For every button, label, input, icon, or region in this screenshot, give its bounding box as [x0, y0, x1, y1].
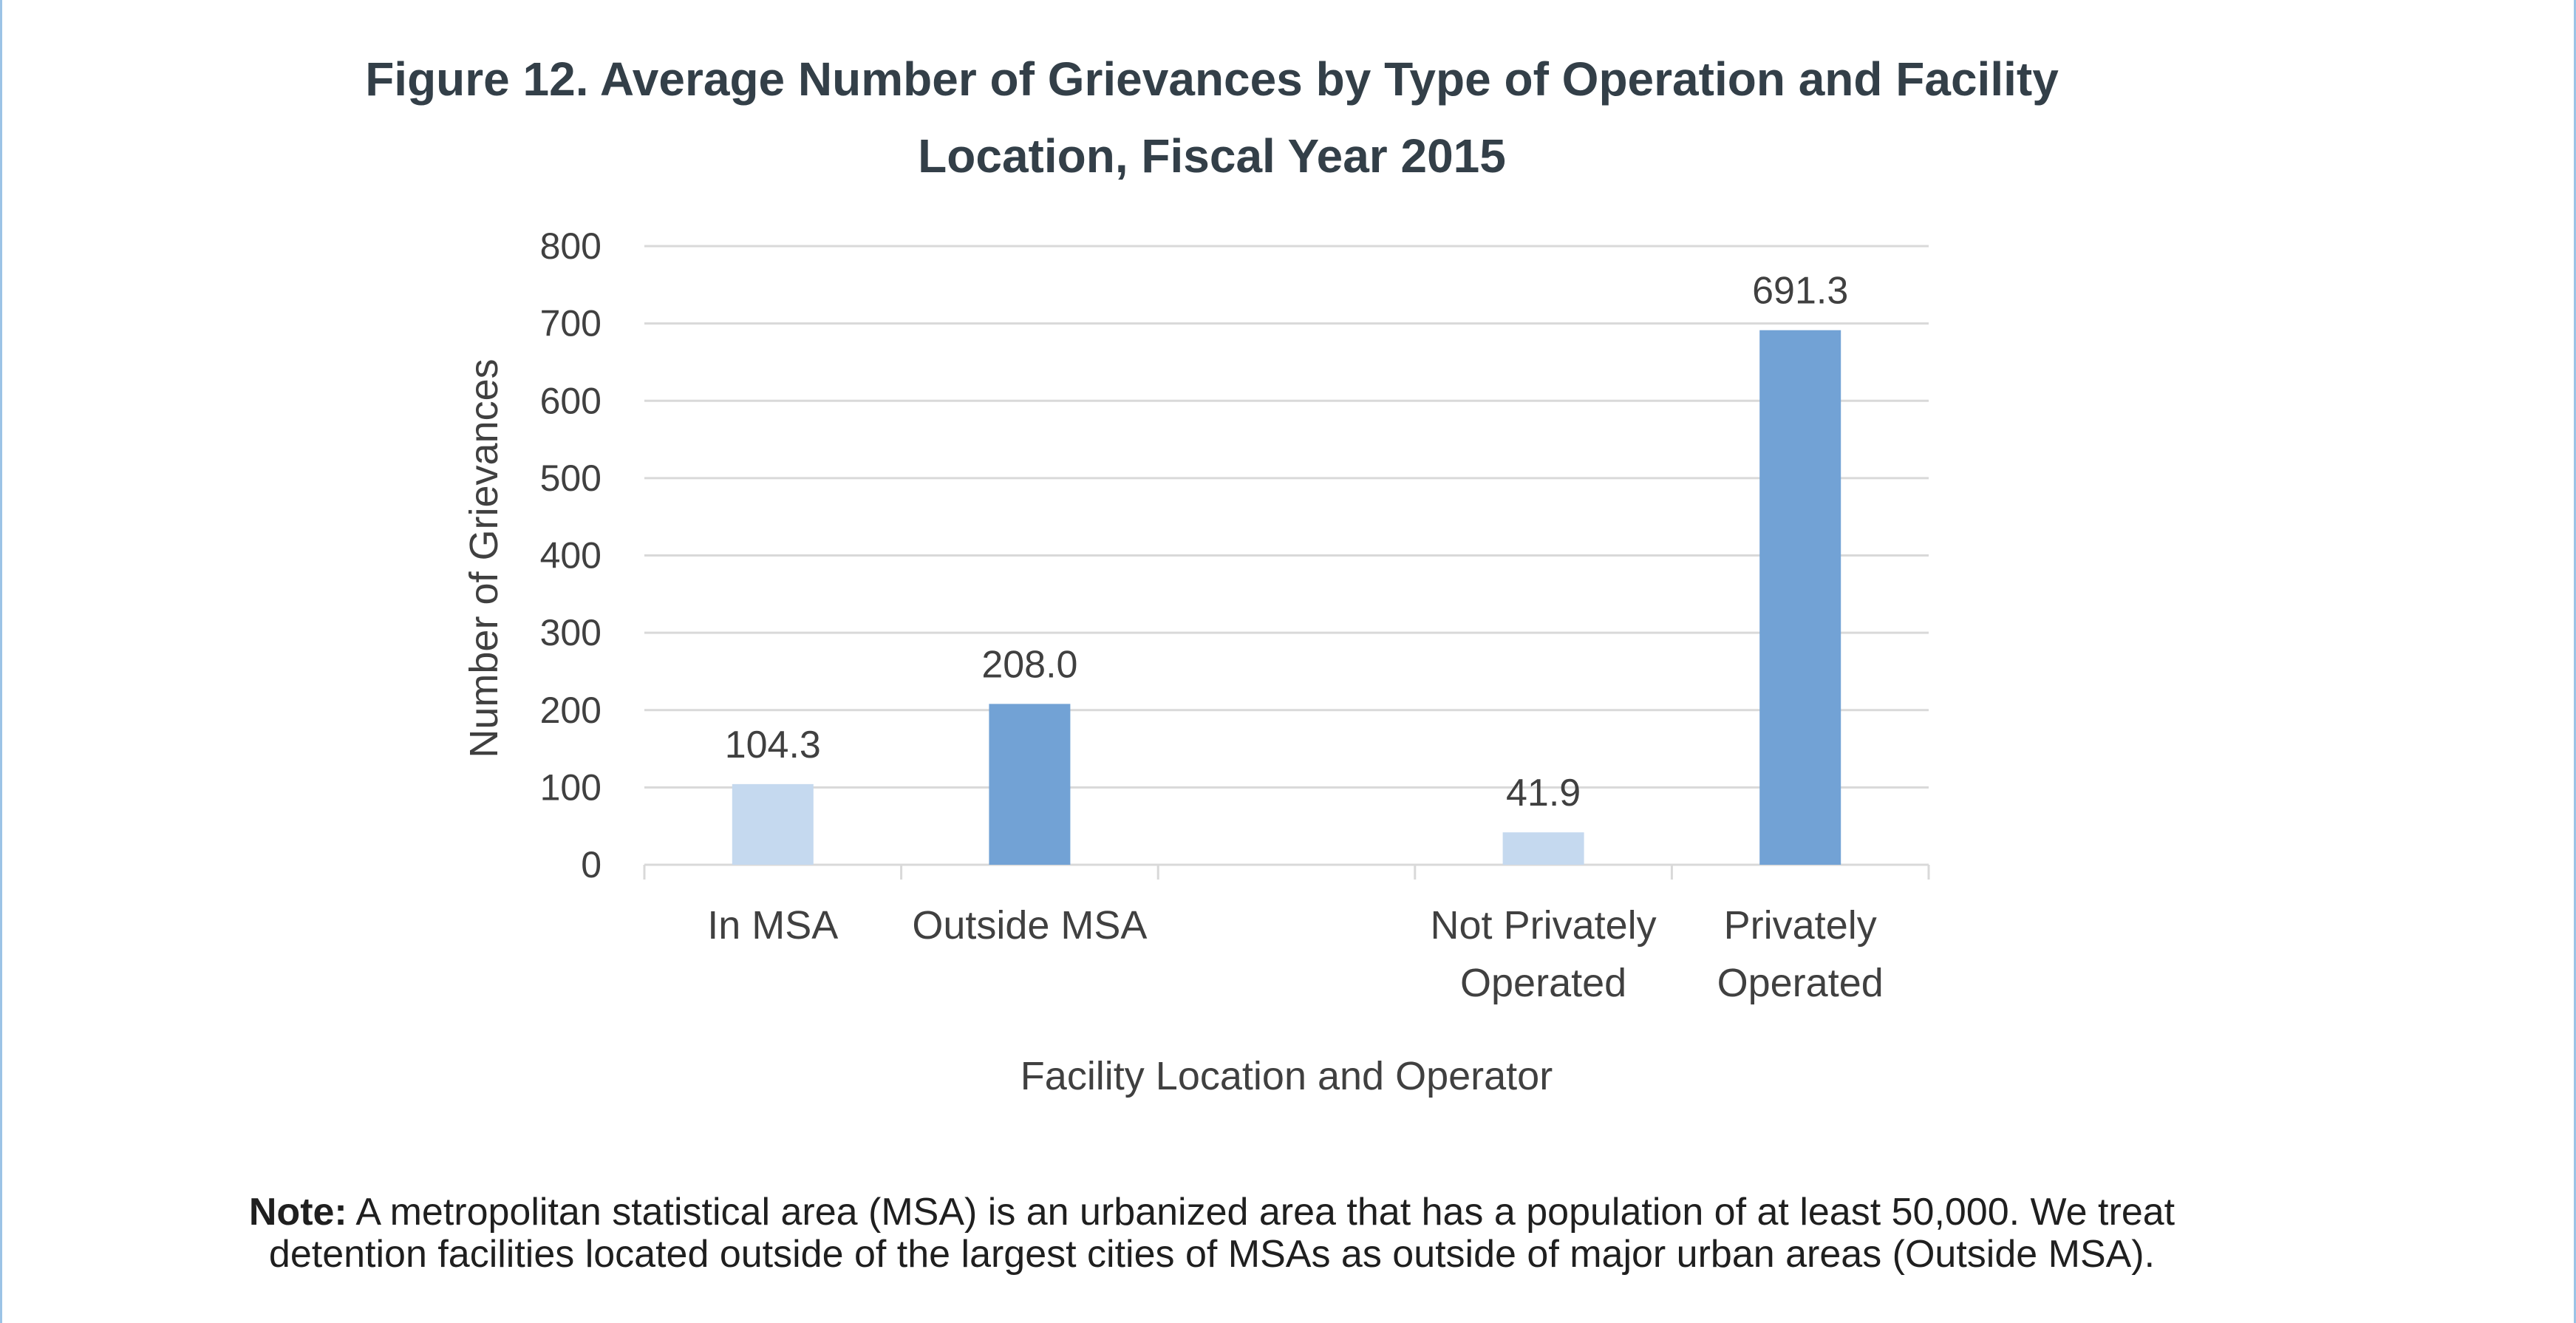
bar — [1502, 832, 1584, 865]
bar — [1759, 330, 1841, 865]
data-label: 691.3 — [1752, 270, 1848, 313]
x-tick-label: Not Privately — [1431, 903, 1657, 948]
x-tick-label: Operated — [1460, 961, 1626, 1005]
x-tick-label: In MSA — [707, 903, 838, 948]
page-border-left — [0, 0, 2, 1323]
chart-title-line-1: Figure 12. Average Number of Grievances … — [365, 52, 2059, 106]
x-axis-title: Facility Location and Operator — [1020, 1054, 1553, 1098]
y-tick-label: 800 — [540, 225, 602, 267]
bar — [989, 704, 1071, 865]
y-tick-label: 100 — [540, 766, 602, 808]
note-text: A metropolitan statistical area (MSA) is… — [268, 1191, 2175, 1276]
data-label: 208.0 — [981, 643, 1077, 686]
page-border-right — [2574, 0, 2576, 1323]
y-tick-label: 300 — [540, 612, 602, 653]
y-tick-label: 0 — [581, 844, 602, 885]
x-tick-label: Privately — [1724, 903, 1877, 948]
y-axis-title: Number of Grievances — [462, 358, 506, 758]
data-label: 104.3 — [725, 724, 821, 766]
y-tick-label: 700 — [540, 303, 602, 344]
chart-title: Figure 12. Average Number of Grievances … — [296, 41, 2128, 194]
bar — [732, 783, 814, 865]
data-label: 41.9 — [1506, 772, 1581, 814]
note-label: Note: — [248, 1191, 347, 1234]
chart-note: Note: A metropolitan statistical area (M… — [244, 1191, 2180, 1276]
y-tick-label: 400 — [540, 535, 602, 577]
bar-chart: 0 100 200 300 400 500 600 700 800 104.3 In MSA 208.… — [462, 225, 1930, 1098]
y-tick-label: 500 — [540, 458, 602, 499]
y-tick-label: 600 — [540, 380, 602, 421]
x-tick-label: Operated — [1717, 961, 1884, 1005]
chart-title-line-2: Location, Fiscal Year 2015 — [918, 129, 1506, 183]
x-tick-label: Outside MSA — [912, 903, 1147, 948]
y-tick-label: 200 — [540, 690, 602, 731]
